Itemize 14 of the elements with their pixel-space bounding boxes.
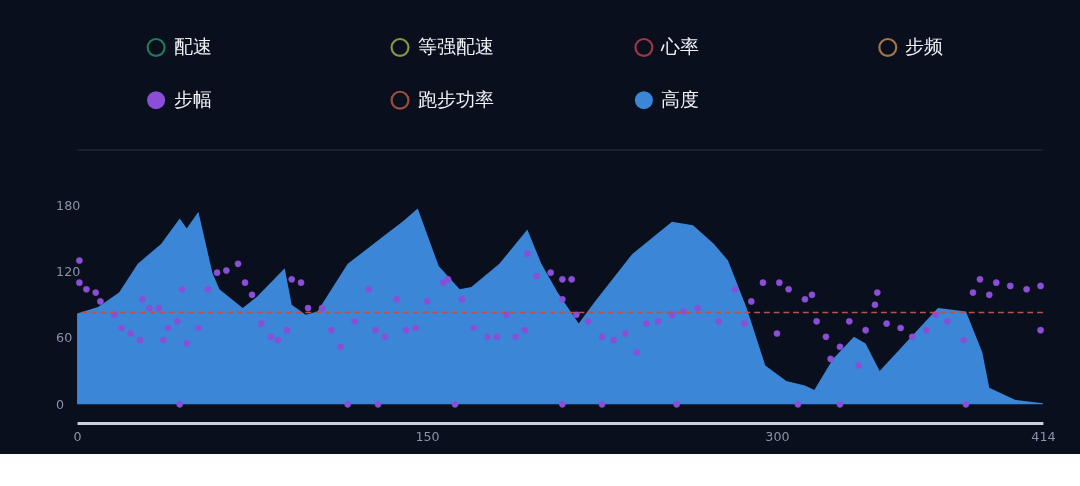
legend-label: 跑步功率 (417, 89, 494, 111)
y-tick-label: 180 (56, 197, 81, 213)
y-tick-label: 0 (56, 396, 65, 412)
x-tick-label: 414 (1031, 429, 1056, 445)
legend-label: 高度 (661, 89, 700, 111)
legend-label: 步频 (905, 36, 944, 58)
x-tick-label: 150 (415, 429, 440, 445)
legend-label: 步幅 (173, 89, 212, 111)
y-tick-label: 60 (56, 330, 73, 346)
legend-label: 配速 (173, 36, 212, 58)
y-tick-label: 120 (56, 263, 81, 279)
x-tick-label: 300 (765, 429, 790, 445)
legend-label: 等强配速 (417, 36, 494, 58)
legend-label: 心率 (660, 36, 700, 58)
